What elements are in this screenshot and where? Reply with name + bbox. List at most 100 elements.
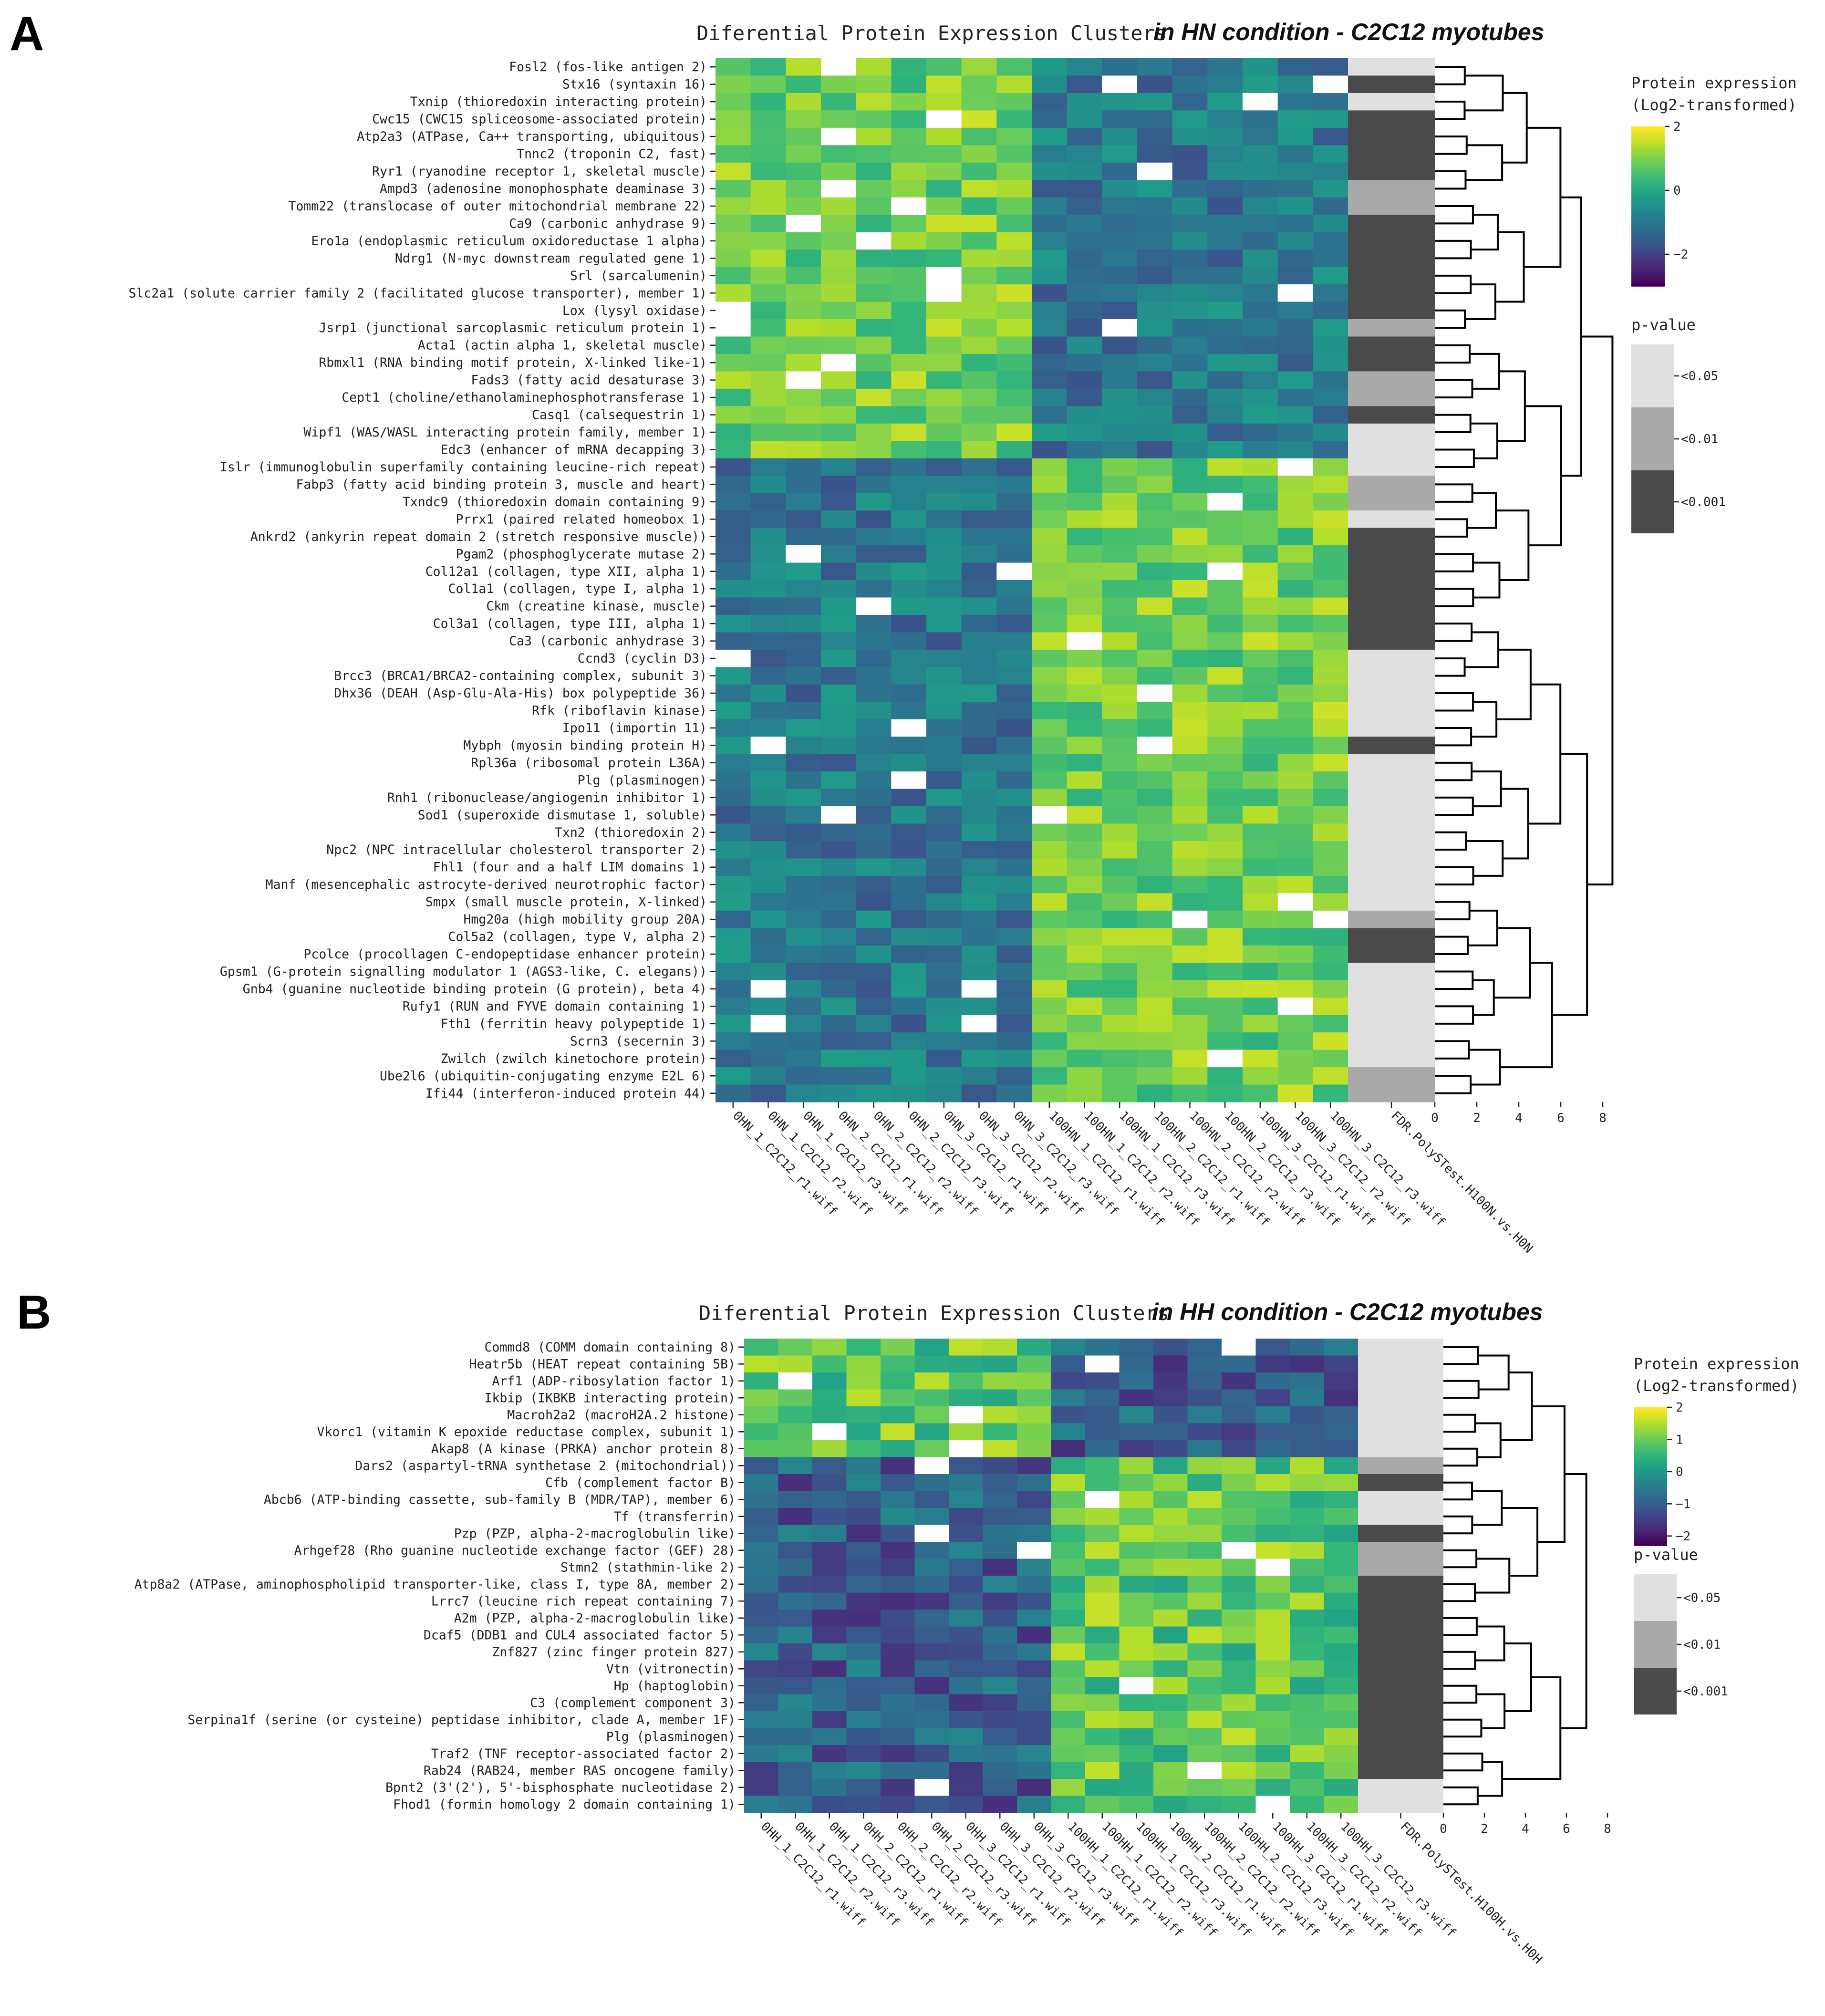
heatmap-cell bbox=[1313, 93, 1348, 111]
heatmap-cell bbox=[1032, 545, 1068, 563]
heatmap-cell bbox=[1067, 980, 1102, 998]
pvalue-annotation-cell bbox=[1348, 858, 1435, 876]
heatmap-cell bbox=[1324, 1474, 1358, 1492]
heatmap-cell bbox=[744, 1711, 779, 1729]
heatmap-cell bbox=[1172, 684, 1208, 702]
heatmap-cell bbox=[926, 1032, 962, 1050]
heatmap-cell bbox=[1119, 1711, 1154, 1729]
heatmap-cell bbox=[786, 510, 821, 529]
heatmap-cell bbox=[1137, 771, 1173, 790]
heatmap-cell bbox=[778, 1339, 813, 1356]
heatmap-cell bbox=[983, 1440, 1017, 1458]
heatmap-cell bbox=[715, 893, 751, 911]
pvalue-legend-label: <0.05 bbox=[1681, 369, 1718, 384]
heatmap-cell bbox=[914, 1372, 949, 1390]
heatmap-cell bbox=[1290, 1339, 1325, 1356]
heatmap-cell bbox=[1032, 75, 1068, 94]
heatmap-cell bbox=[786, 1032, 821, 1050]
heatmap-cell bbox=[846, 1711, 881, 1729]
heatmap-cell bbox=[1207, 180, 1243, 198]
heatmap-cell bbox=[1313, 58, 1348, 76]
heatmap-cell bbox=[891, 301, 927, 320]
heatmap-cell bbox=[1207, 945, 1243, 963]
heatmap-cell bbox=[891, 963, 927, 981]
row-label: Arf1 (ADP-ribosylation factor 1) bbox=[492, 1374, 736, 1389]
heatmap-cell bbox=[786, 1015, 821, 1033]
heatmap-cell bbox=[1207, 580, 1243, 598]
heatmap-cell bbox=[1102, 789, 1138, 807]
heatmap-cell bbox=[1067, 1067, 1102, 1085]
heatmap-cell bbox=[1255, 1355, 1290, 1373]
heatmap-cell bbox=[1243, 58, 1278, 76]
heatmap-cell bbox=[926, 406, 962, 424]
heatmap-cell bbox=[996, 127, 1032, 145]
heatmap-cell bbox=[1102, 58, 1138, 76]
heatmap-cell bbox=[1032, 649, 1068, 667]
heatmap-cell bbox=[961, 719, 997, 737]
heatmap-cell bbox=[1277, 180, 1313, 198]
heatmap-cell bbox=[821, 945, 857, 963]
row-label: Rufy1 (RUN and FYVE domain containing 1) bbox=[403, 999, 707, 1014]
heatmap-cell bbox=[983, 1694, 1017, 1712]
heatmap-cell bbox=[1277, 493, 1313, 511]
row-label: Ca9 (carbonic anhydrase 9) bbox=[509, 216, 707, 231]
heatmap-cell bbox=[996, 197, 1032, 215]
heatmap-cell bbox=[1085, 1626, 1120, 1644]
heatmap-cell bbox=[778, 1796, 813, 1813]
heatmap-cell bbox=[846, 1694, 881, 1712]
heatmap-cell bbox=[1277, 145, 1313, 163]
heatmap-cell bbox=[1137, 737, 1173, 755]
heatmap-cell bbox=[996, 858, 1032, 876]
heatmap-cell bbox=[1187, 1762, 1222, 1779]
heatmap-cell bbox=[881, 1339, 915, 1356]
heatmap-cell bbox=[1243, 493, 1278, 511]
heatmap-cell bbox=[996, 162, 1032, 180]
heatmap-cell bbox=[914, 1694, 949, 1712]
colorbar-swatch bbox=[1631, 164, 1665, 167]
colorbar-swatch bbox=[1631, 156, 1665, 159]
heatmap-cell bbox=[1313, 719, 1348, 737]
heatmap-cell bbox=[926, 858, 962, 876]
heatmap-cell bbox=[983, 1457, 1017, 1475]
heatmap-cell bbox=[996, 1015, 1032, 1033]
heatmap-cell bbox=[996, 232, 1032, 250]
row-label: Npc2 (NPC intracellular cholesterol tran… bbox=[326, 842, 707, 857]
heatmap-cell bbox=[1313, 197, 1348, 215]
heatmap-cell bbox=[1172, 562, 1208, 581]
heatmap-cell bbox=[750, 771, 786, 790]
heatmap-cell bbox=[1137, 684, 1173, 702]
heatmap-cell bbox=[961, 162, 997, 180]
heatmap-cell bbox=[983, 1711, 1017, 1729]
heatmap-cell bbox=[1017, 1626, 1052, 1644]
heatmap-cell bbox=[926, 232, 962, 250]
heatmap-cell bbox=[1032, 371, 1068, 389]
pvalue-annotation-cell bbox=[1348, 875, 1435, 894]
heatmap-cell bbox=[926, 93, 962, 111]
heatmap-cell bbox=[1207, 284, 1243, 302]
heatmap-cell bbox=[1255, 1660, 1290, 1678]
heatmap-cell bbox=[1085, 1610, 1120, 1627]
heatmap-cell bbox=[1290, 1457, 1325, 1475]
colorbar-swatch bbox=[1631, 228, 1665, 231]
heatmap-cell bbox=[1172, 1050, 1208, 1068]
heatmap-cell bbox=[1153, 1677, 1188, 1695]
heatmap-cell bbox=[1017, 1474, 1052, 1492]
heatmap-cell bbox=[1067, 754, 1102, 772]
row-label: Fosl2 (fos-like antigen 2) bbox=[509, 60, 707, 74]
heatmap-cell bbox=[1032, 945, 1068, 963]
heatmap-cell bbox=[1017, 1796, 1052, 1813]
heatmap-cell bbox=[1067, 58, 1102, 76]
heatmap-cell bbox=[1222, 1406, 1256, 1424]
colorbar-swatch bbox=[1634, 1465, 1667, 1468]
heatmap-cell bbox=[1067, 998, 1102, 1016]
heatmap-cell bbox=[1119, 1677, 1154, 1695]
heatmap-cell bbox=[949, 1677, 984, 1695]
row-dendrogram bbox=[1443, 1346, 1587, 1806]
heatmap-cell bbox=[881, 1508, 915, 1526]
heatmap-cell bbox=[1255, 1339, 1290, 1356]
heatmap-cell bbox=[1032, 893, 1068, 911]
heatmap-cell bbox=[786, 823, 821, 842]
colorbar-swatch bbox=[1634, 1536, 1667, 1539]
row-label: Hp (haptoglobin) bbox=[614, 1679, 736, 1694]
heatmap-cell bbox=[812, 1779, 847, 1797]
